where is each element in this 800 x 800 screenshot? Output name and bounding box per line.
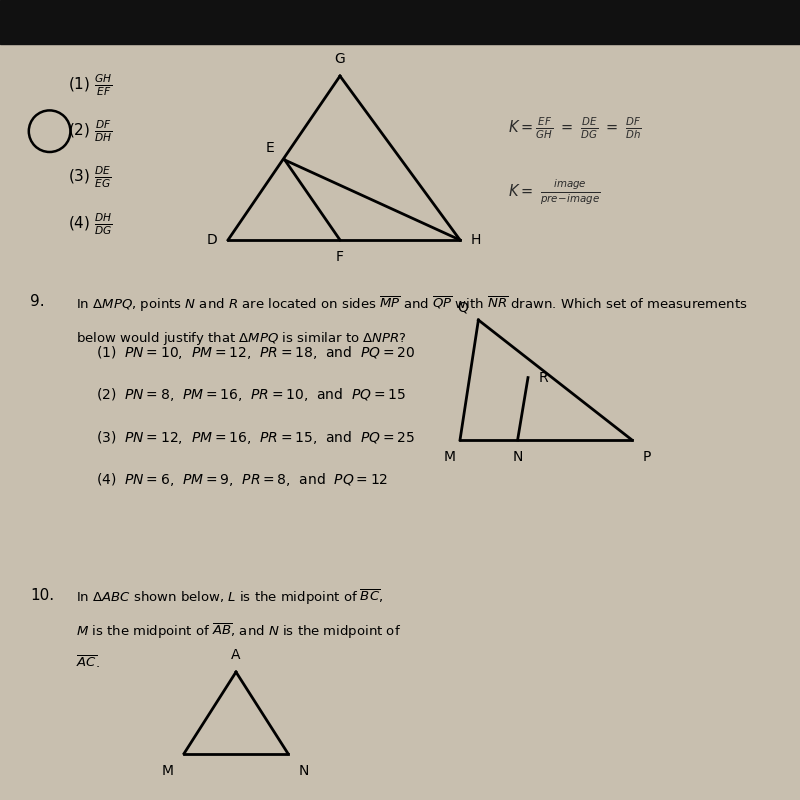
Text: M: M (162, 764, 174, 778)
Text: $M$ is the midpoint of $\overline{AB}$, and $N$ is the midpoint of: $M$ is the midpoint of $\overline{AB}$, … (76, 622, 401, 641)
Text: (1)  $PN = 10$,  $PM = 12$,  $PR = 18$,  and  $PQ = 20$: (1) $PN = 10$, $PM = 12$, $PR = 18$, and… (96, 344, 415, 361)
Text: P: P (642, 450, 650, 464)
Text: G: G (334, 51, 346, 66)
Text: In $\Delta ABC$ shown below, $L$ is the midpoint of $\overline{BC}$,: In $\Delta ABC$ shown below, $L$ is the … (76, 588, 383, 607)
Text: A: A (231, 648, 241, 662)
Text: M: M (443, 450, 456, 464)
Text: (2)  $PN = 8$,  $PM = 16$,  $PR = 10$,  and  $PQ = 15$: (2) $PN = 8$, $PM = 16$, $PR = 10$, and … (96, 386, 406, 403)
Text: (4) $\frac{DH}{DG}$: (4) $\frac{DH}{DG}$ (68, 211, 113, 237)
Text: 10.: 10. (30, 588, 54, 603)
Text: (1) $\frac{GH}{EF}$: (1) $\frac{GH}{EF}$ (68, 72, 113, 98)
Text: $K=\ \frac{image}{pre\!-\!image}$: $K=\ \frac{image}{pre\!-\!image}$ (508, 178, 601, 206)
Text: E: E (266, 141, 274, 154)
Text: In $\Delta MPQ$, points $N$ and $R$ are located on sides $\overline{MP}$ and $\o: In $\Delta MPQ$, points $N$ and $R$ are … (76, 294, 748, 314)
Text: 9.: 9. (30, 294, 45, 310)
Text: (4)  $PN = 6$,  $PM = 9$,  $PR = 8$,  and  $PQ = 12$: (4) $PN = 6$, $PM = 9$, $PR = 8$, and $P… (96, 471, 388, 488)
Text: below would justify that $\Delta MPQ$ is similar to $\Delta NPR$?: below would justify that $\Delta MPQ$ is… (76, 330, 407, 346)
Text: F: F (336, 250, 344, 265)
Text: Q: Q (457, 301, 468, 315)
Text: R: R (538, 370, 548, 385)
Bar (0, 0, 800, 44)
Text: (3) $\frac{DE}{EG}$: (3) $\frac{DE}{EG}$ (68, 165, 111, 190)
Text: (3)  $PN = 12$,  $PM = 16$,  $PR = 15$,  and  $PQ = 25$: (3) $PN = 12$, $PM = 16$, $PR = 15$, and… (96, 429, 415, 446)
Text: $K=\frac{EF}{GH}\ =\ \frac{DE}{DG}\ =\ \frac{DF}{Dh}$: $K=\frac{EF}{GH}\ =\ \frac{DE}{DG}\ =\ \… (508, 115, 642, 141)
Text: H: H (470, 233, 481, 247)
Text: N: N (298, 764, 309, 778)
Text: $\overline{AC}$.: $\overline{AC}$. (76, 655, 100, 671)
Text: (2) $\frac{DF}{DH}$: (2) $\frac{DF}{DH}$ (68, 118, 113, 144)
Text: N: N (513, 450, 522, 464)
Text: D: D (207, 233, 218, 247)
